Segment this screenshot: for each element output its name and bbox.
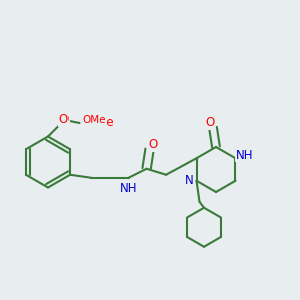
Text: NH: NH — [120, 182, 137, 195]
Text: N: N — [184, 174, 194, 187]
Text: OMe: OMe — [87, 116, 114, 130]
Text: O: O — [60, 113, 69, 127]
Text: O: O — [206, 116, 214, 130]
Text: NH: NH — [236, 149, 253, 162]
Text: OMe: OMe — [82, 115, 106, 125]
Text: O: O — [148, 138, 157, 151]
Text: O: O — [58, 113, 68, 127]
